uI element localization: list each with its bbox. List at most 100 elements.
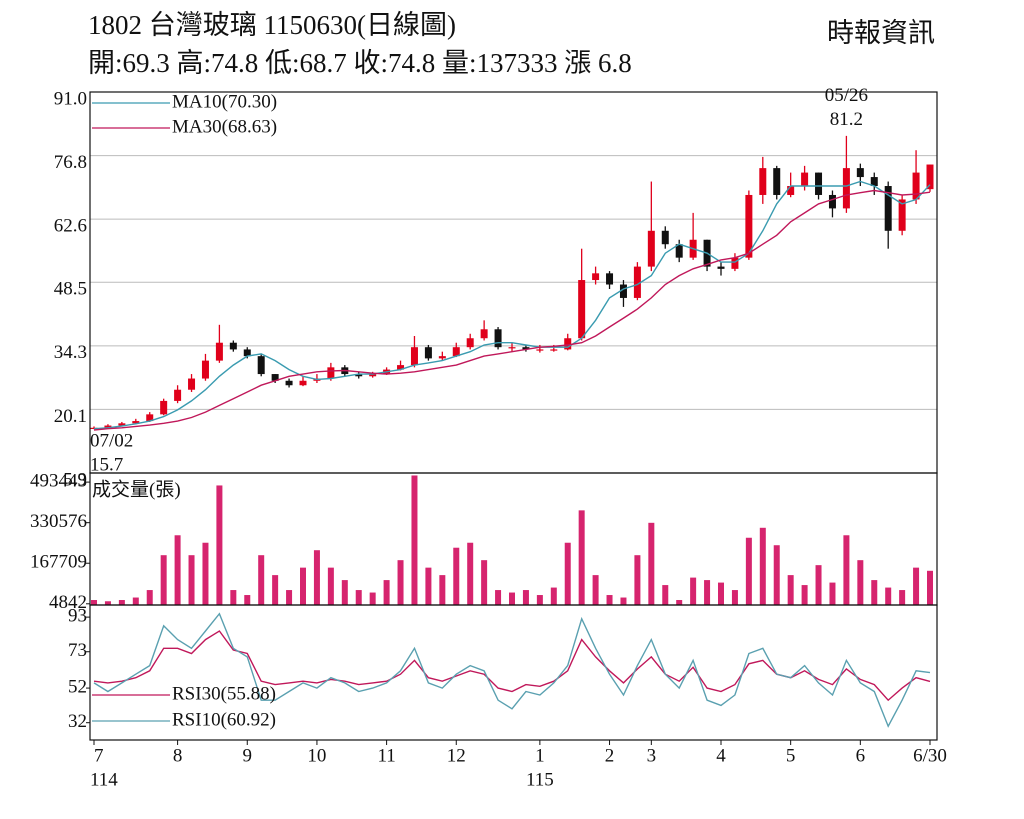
volume-bar	[355, 590, 362, 605]
volume-bar	[787, 575, 794, 605]
volume-bar	[857, 560, 864, 605]
candle-body	[174, 389, 182, 401]
candle-body	[606, 273, 614, 285]
candle-body	[536, 349, 544, 351]
candle-body	[188, 378, 196, 390]
y-tick-label: 32	[68, 711, 87, 732]
x-tick-label: 7	[94, 745, 104, 766]
candle-body	[424, 347, 432, 359]
volume-bar	[174, 535, 181, 605]
candle-body	[550, 349, 558, 351]
volume-bar	[244, 595, 251, 605]
candle-body	[884, 186, 892, 231]
source: 時報資訊	[827, 18, 935, 48]
candle-body	[815, 172, 823, 195]
y-tick-label: 73	[68, 640, 87, 661]
volume-bar	[690, 577, 697, 605]
candle-body	[773, 168, 781, 195]
volume-bar	[885, 587, 892, 605]
volume-bar	[258, 555, 265, 605]
volume-bar	[313, 550, 320, 605]
candle-body	[215, 342, 223, 361]
volume-bar	[913, 567, 920, 605]
volume-bar	[745, 537, 752, 605]
candle-body	[801, 172, 809, 187]
legend-label: RSI10(60.92)	[172, 709, 276, 730]
x-tick-label: 1	[535, 745, 545, 766]
candle-body	[522, 347, 530, 350]
candle-body	[104, 425, 112, 428]
annotation-date: 07/02	[90, 430, 133, 451]
x-tick-label: 2	[605, 745, 615, 766]
y-tick-label: 20.1	[54, 406, 87, 427]
panel-frame	[89, 604, 938, 741]
volume-bar	[620, 597, 627, 605]
legend-label: RSI30(55.88)	[172, 683, 276, 704]
volume-bar	[843, 535, 850, 605]
x-tick-label: 4	[716, 745, 726, 766]
volume-bar	[104, 601, 111, 605]
annotation-value: 15.7	[90, 454, 123, 475]
candle-body	[828, 194, 836, 209]
volume-bar	[634, 555, 641, 605]
volume-bar	[118, 600, 125, 605]
volume-bar	[146, 590, 153, 605]
candle-body	[452, 347, 460, 357]
volume-bar	[272, 575, 279, 605]
y-tick-label: 5.9	[63, 469, 87, 490]
volume-bar	[202, 542, 209, 605]
candle-body	[870, 177, 878, 187]
y-tick-label: 4842	[49, 592, 87, 613]
y-tick-label: 48.5	[54, 279, 87, 300]
legend-label: MA10(70.30)	[172, 91, 277, 112]
candle-body	[898, 199, 906, 231]
volume-bar	[425, 567, 432, 605]
volume-bar	[286, 590, 293, 605]
volume-bar	[662, 585, 669, 605]
volume-bar	[578, 510, 585, 605]
y-tick-label: 330576	[30, 511, 87, 532]
volume-bar	[369, 592, 376, 605]
quote: 開:69.3 高:74.8 低:68.7 收:74.8 量:137333 漲 6…	[88, 48, 632, 78]
volume-bar	[327, 567, 334, 605]
y-tick-label: 91.0	[54, 88, 87, 109]
candle-body	[564, 338, 572, 350]
candle-body	[271, 374, 279, 381]
volume-bar	[676, 600, 683, 605]
candle-body	[438, 356, 446, 359]
y-tick-label: 76.8	[54, 152, 87, 173]
candle-body	[912, 172, 920, 200]
volume-bar	[481, 560, 488, 605]
candle-body	[201, 360, 209, 379]
candle-body	[118, 423, 126, 426]
line-series	[93, 189, 931, 431]
candle-body	[397, 365, 405, 370]
y-tick-label: 52	[68, 676, 87, 697]
candle-body	[745, 194, 753, 258]
candle-body	[633, 266, 641, 298]
y-tick-label: 62.6	[54, 216, 87, 237]
volume-bar	[453, 547, 460, 605]
x-tick-label: 10	[307, 745, 326, 766]
x-tick-label: 12	[447, 745, 466, 766]
volume-bar	[188, 555, 195, 605]
panel-title: 成交量(張)	[92, 478, 181, 500]
candle-body	[132, 421, 140, 424]
candle-body	[327, 367, 335, 379]
volume-bar	[91, 600, 97, 605]
candle-body	[619, 284, 627, 298]
volume-bar	[132, 597, 139, 605]
volume-bar	[300, 567, 306, 605]
volume-bar	[648, 522, 655, 605]
line-series	[93, 180, 931, 430]
x-year-label: 115	[526, 769, 554, 790]
volume-bar	[439, 575, 446, 605]
volume-bar	[773, 545, 780, 605]
volume-bar	[509, 592, 515, 605]
volume-bar	[801, 585, 808, 605]
candle-body	[731, 257, 739, 269]
y-tick-label: 93	[68, 605, 87, 626]
volume-bar	[341, 580, 348, 605]
candle-body	[466, 338, 474, 348]
